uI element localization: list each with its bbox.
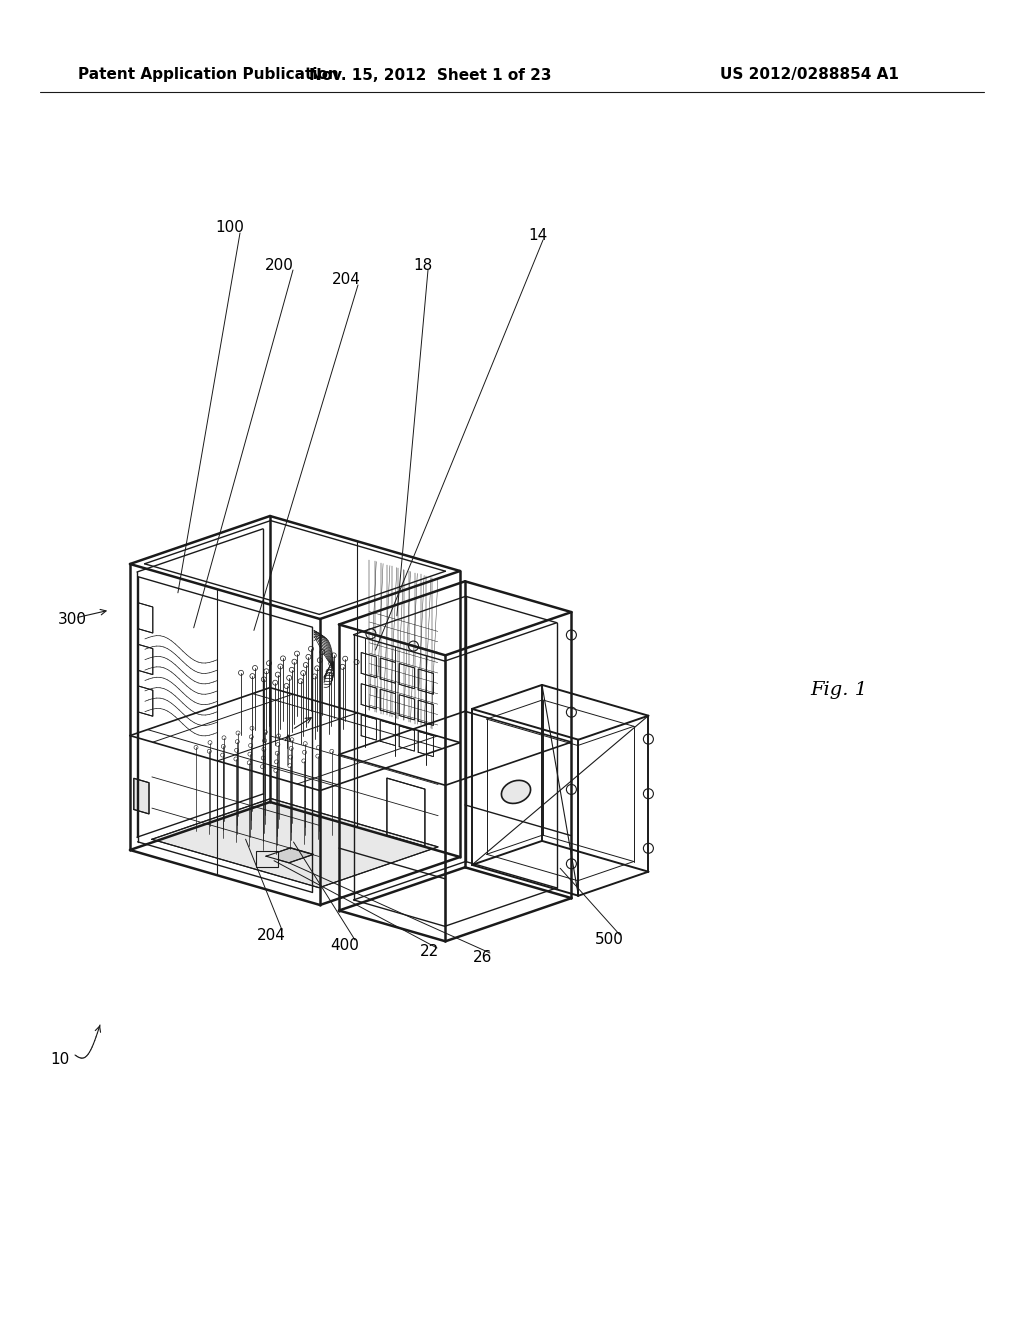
Text: 14: 14 [528, 227, 547, 243]
Text: US 2012/0288854 A1: US 2012/0288854 A1 [720, 67, 899, 82]
Polygon shape [134, 779, 150, 814]
Text: 200: 200 [265, 257, 294, 272]
Text: Fig. 1: Fig. 1 [810, 681, 867, 700]
Text: Patent Application Publication: Patent Application Publication [78, 67, 339, 82]
Text: 22: 22 [420, 945, 439, 960]
Text: 204: 204 [257, 928, 286, 942]
Text: 300: 300 [58, 612, 87, 627]
Ellipse shape [502, 780, 530, 804]
Text: Nov. 15, 2012  Sheet 1 of 23: Nov. 15, 2012 Sheet 1 of 23 [309, 67, 551, 82]
Polygon shape [152, 799, 438, 888]
Text: 400: 400 [330, 937, 358, 953]
Text: 204: 204 [332, 272, 360, 288]
Text: 500: 500 [595, 932, 624, 948]
Text: 100: 100 [215, 220, 244, 235]
Text: 10: 10 [50, 1052, 70, 1068]
Text: 18: 18 [413, 257, 432, 272]
Text: 26: 26 [473, 950, 493, 965]
Polygon shape [266, 847, 313, 863]
Bar [256, 850, 279, 866]
